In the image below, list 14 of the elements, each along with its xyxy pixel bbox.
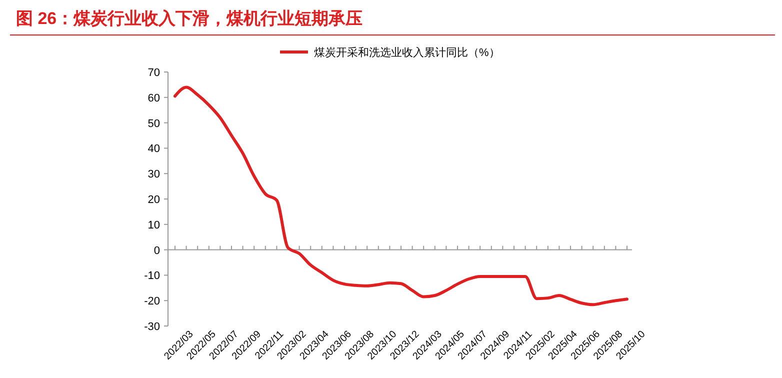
y-tick-label: 60 — [148, 92, 160, 104]
y-tick-label: 50 — [148, 118, 160, 130]
y-tick-label: 30 — [148, 168, 160, 181]
y-tick-label: -20 — [144, 296, 160, 308]
y-tick-label: 0 — [154, 244, 160, 257]
y-tick-label: 70 — [148, 67, 160, 79]
y-tick-label: 40 — [148, 143, 160, 156]
y-tick-label: -10 — [144, 270, 160, 282]
y-tick-label: 10 — [148, 219, 160, 232]
line-series — [174, 86, 628, 306]
y-tick-label: 20 — [148, 194, 160, 206]
y-tick-label: -30 — [144, 321, 160, 333]
chart-title: 图 26：煤炭行业收入下滑，煤机行业短期承压 — [16, 9, 363, 28]
legend-label: 煤炭开采和洗选业收入累计同比（%） — [314, 46, 500, 59]
